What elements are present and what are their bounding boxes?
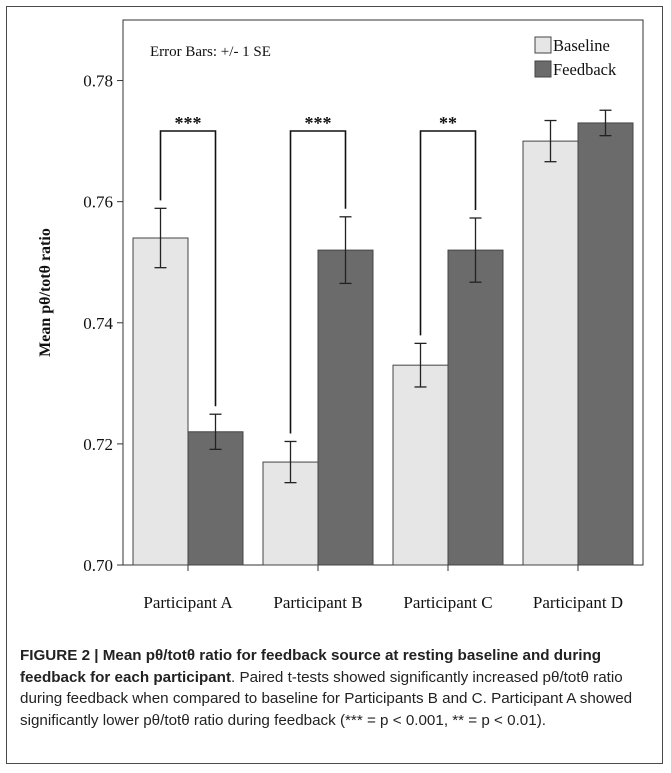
bar-feedback — [317, 249, 374, 566]
x-tick-label: Participant D — [533, 593, 623, 612]
figure-caption: FIGURE 2 | Mean pθ/totθ ratio for feedba… — [20, 645, 655, 731]
significance-bracket — [289, 130, 347, 434]
caption-body: . Paired t-tests showed significantly in… — [20, 668, 633, 729]
bar-baseline — [262, 461, 319, 566]
legend-label-feedback: Feedback — [553, 60, 617, 79]
bar-feedback — [577, 122, 634, 566]
bar-chart: 0.70 0.72 0.74 0.76 0.78 Mean pθ/totθ ratio Pa… — [37, 19, 644, 612]
significance-label: *** — [305, 113, 332, 133]
y-axis-label: Mean pθ/totθ ratio — [37, 228, 54, 357]
error-bars-annotation: Error Bars: +/- 1 SE — [150, 44, 271, 60]
x-tick-label: Participant B — [273, 593, 362, 612]
bar-baseline — [132, 237, 189, 566]
plot-area: 0.70 0.72 0.74 0.76 0.78 Mean pθ/totθ ratio Pa… — [37, 19, 644, 612]
plot-border — [122, 19, 644, 566]
y-tick-label: 0.72 — [83, 435, 113, 454]
x-tick-label: Participant C — [403, 593, 492, 612]
bar-baseline — [522, 140, 579, 566]
bar-feedback — [447, 249, 504, 566]
legend-label-baseline: Baseline — [553, 36, 610, 55]
significance-label: ** — [439, 113, 457, 133]
y-tick-label: 0.78 — [83, 72, 113, 91]
y-tick-label: 0.76 — [83, 193, 113, 212]
caption-heading: FIGURE 2 | Mean pθ/totθ ratio for feedba… — [20, 647, 602, 686]
legend-swatch-feedback — [534, 60, 552, 78]
significance-bracket — [419, 130, 477, 336]
bar-baseline — [392, 364, 449, 566]
legend-swatch-baseline — [534, 36, 552, 54]
x-tick-label: Participant A — [143, 593, 233, 612]
significance-bracket — [159, 130, 217, 407]
significance-label: *** — [175, 113, 202, 133]
y-tick-label: 0.74 — [83, 314, 113, 333]
y-tick-label: 0.70 — [83, 556, 113, 575]
bar-feedback — [187, 431, 244, 566]
